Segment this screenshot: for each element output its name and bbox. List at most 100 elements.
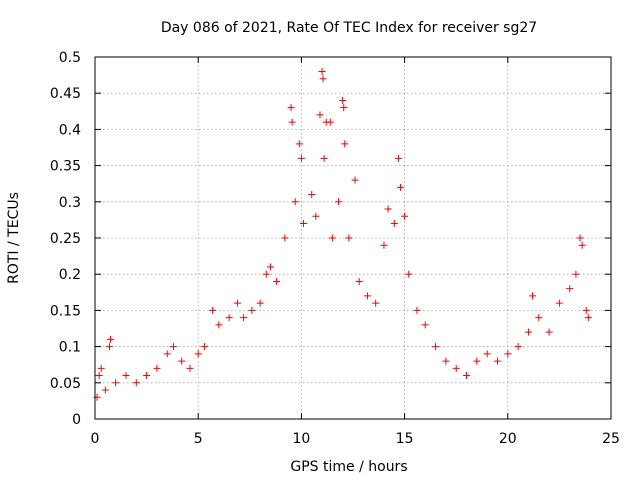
x-tick-label: 15: [396, 431, 414, 447]
data-point: [351, 176, 359, 184]
data-point: [240, 314, 248, 322]
data-point: [288, 118, 296, 126]
y-tick-label: 0.4: [59, 122, 81, 138]
data-point: [101, 386, 109, 394]
data-point: [291, 198, 299, 206]
data-point: [122, 372, 130, 380]
data-point: [504, 350, 512, 358]
data-point: [473, 357, 481, 365]
chart-title: Day 086 of 2021, Rate Of TEC Index for r…: [161, 20, 537, 36]
x-tick-labels: 0 5 10 15 20 25: [91, 431, 620, 447]
data-point: [209, 306, 217, 314]
data-point: [318, 67, 326, 75]
data-point: [396, 183, 404, 191]
data-point: [316, 111, 324, 119]
data-point: [555, 299, 563, 307]
y-tick-label: 0.45: [50, 86, 81, 102]
data-points: [93, 67, 592, 401]
axis-ticks: [94, 56, 612, 420]
data-point: [287, 104, 295, 112]
x-axis-label: GPS time / hours: [290, 459, 407, 475]
data-point: [582, 306, 590, 314]
x-tick-label: 20: [499, 431, 517, 447]
data-point: [390, 220, 398, 228]
data-point: [266, 263, 274, 271]
data-point: [215, 321, 223, 329]
x-tick-label: 10: [292, 431, 310, 447]
data-point: [105, 343, 113, 351]
data-point: [328, 234, 336, 242]
data-point: [545, 328, 553, 336]
data-point: [163, 350, 171, 358]
data-point: [106, 335, 114, 343]
data-point: [281, 234, 289, 242]
data-point: [345, 234, 353, 242]
data-point: [200, 343, 208, 351]
data-point: [297, 154, 305, 162]
data-point: [493, 357, 501, 365]
data-point: [308, 191, 316, 199]
data-point: [320, 154, 328, 162]
x-tick-label: 5: [194, 431, 203, 447]
y-tick-label: 0.3: [59, 195, 81, 211]
data-point: [95, 372, 103, 380]
data-point: [529, 292, 537, 300]
data-point: [341, 140, 349, 148]
y-tick-label: 0.15: [50, 303, 81, 319]
grid: [95, 57, 611, 419]
data-point: [413, 306, 421, 314]
data-point: [566, 285, 574, 293]
data-point: [319, 75, 327, 83]
data-point: [295, 140, 303, 148]
data-point: [339, 96, 347, 104]
data-point: [535, 314, 543, 322]
data-point: [384, 205, 392, 213]
data-point: [143, 372, 151, 380]
data-point: [225, 314, 233, 322]
data-point: [340, 104, 348, 112]
data-point: [483, 350, 491, 358]
data-point: [452, 364, 460, 372]
data-point: [584, 314, 592, 322]
y-tick-label: 0.1: [59, 340, 81, 356]
data-point: [178, 357, 186, 365]
y-axis-label: ROTI / TECUs: [6, 192, 22, 284]
data-point: [432, 343, 440, 351]
data-point: [248, 306, 256, 314]
data-point: [394, 154, 402, 162]
y-tick-label: 0.35: [50, 159, 81, 175]
data-point: [186, 364, 194, 372]
data-point: [256, 299, 264, 307]
data-point: [363, 292, 371, 300]
data-point: [355, 277, 363, 285]
y-tick-label: 0.2: [59, 267, 81, 283]
data-point: [524, 328, 532, 336]
y-tick-label: 0.5: [59, 50, 81, 66]
data-point: [97, 364, 105, 372]
data-point: [112, 379, 120, 387]
data-point: [299, 220, 307, 228]
y-tick-label: 0: [72, 412, 81, 428]
data-point: [326, 118, 334, 126]
data-point: [421, 321, 429, 329]
data-point: [401, 212, 409, 220]
data-point: [262, 270, 270, 278]
data-point: [576, 234, 584, 242]
data-point: [312, 212, 320, 220]
data-point: [578, 241, 586, 249]
data-point: [194, 350, 202, 358]
data-point: [233, 299, 241, 307]
data-point: [514, 343, 522, 351]
data-point: [335, 198, 343, 206]
y-tick-labels: 0 0.05 0.1 0.15 0.2 0.25 0.3 0.35 0.4 0.45 0.5: [50, 50, 81, 428]
data-point: [153, 364, 161, 372]
data-point: [572, 270, 580, 278]
data-point: [463, 372, 471, 380]
x-tick-label: 0: [91, 431, 100, 447]
data-point: [132, 379, 140, 387]
data-point: [442, 357, 450, 365]
data-point: [169, 343, 177, 351]
y-tick-label: 0.25: [50, 231, 81, 247]
data-point: [273, 277, 281, 285]
x-tick-label: 25: [602, 431, 620, 447]
